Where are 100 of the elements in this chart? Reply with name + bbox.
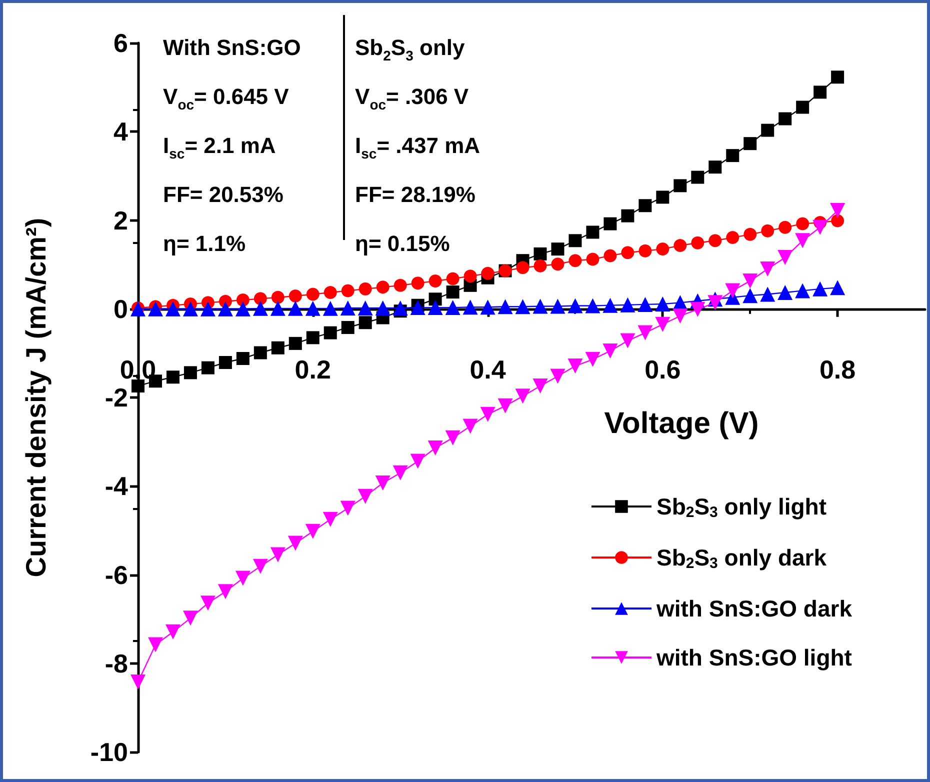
- point: [254, 346, 267, 360]
- point: [761, 224, 774, 238]
- x-tick-label: 0.8: [819, 354, 856, 384]
- point: [392, 465, 408, 480]
- point: [235, 570, 250, 586]
- x-tick-label: 0.6: [644, 354, 681, 384]
- point: [446, 286, 460, 299]
- point: [182, 610, 198, 626]
- y-tick-label: -2: [104, 382, 128, 412]
- point: [778, 284, 793, 300]
- annotation: FF= 28.19%: [355, 182, 476, 208]
- point: [411, 276, 424, 290]
- annotation: η= 1.1%: [163, 231, 246, 257]
- annotation: I$_{sc}$= .437 mA: [355, 133, 480, 162]
- point: [236, 294, 250, 307]
- point: [200, 301, 216, 316]
- annotation: With SnS:GO: [163, 35, 301, 61]
- annotation: V$_{oc}$= .306 V: [355, 84, 469, 112]
- point: [708, 160, 722, 174]
- point: [462, 418, 478, 434]
- point: [130, 674, 146, 690]
- point: [691, 170, 704, 184]
- point: [795, 283, 810, 298]
- legend-label: with SnS:GO light: [655, 644, 852, 670]
- point: [410, 300, 426, 316]
- point: [550, 298, 566, 314]
- y-tick-label: 0: [114, 294, 128, 324]
- y-tick-label: 2: [114, 205, 128, 236]
- point: [462, 300, 478, 315]
- x-axis-title: Voltage (V): [604, 406, 759, 440]
- annotation: I$_{sc}$= 2.1 mA: [163, 133, 276, 162]
- legend-label: with SnS:GO dark: [655, 596, 852, 622]
- point: [532, 298, 548, 314]
- point: [270, 547, 286, 562]
- point: [568, 358, 583, 374]
- point: [778, 250, 793, 265]
- point: [831, 214, 844, 228]
- point: [621, 209, 634, 222]
- point: [322, 300, 338, 316]
- point: [305, 300, 320, 316]
- point: [480, 406, 496, 422]
- point: [744, 137, 757, 150]
- point: [306, 288, 320, 301]
- point: [392, 300, 408, 316]
- point: [148, 637, 163, 652]
- point: [655, 296, 670, 312]
- point: [165, 624, 180, 640]
- point: [376, 280, 390, 294]
- point: [515, 388, 530, 404]
- point: [672, 308, 688, 324]
- point: [568, 254, 582, 268]
- point: [742, 288, 758, 304]
- y-tick-label: -4: [104, 471, 129, 502]
- point: [656, 242, 670, 256]
- point: [445, 300, 460, 316]
- point: [340, 500, 356, 516]
- point: [341, 284, 354, 298]
- point: [324, 326, 337, 340]
- point: [148, 301, 163, 316]
- point: [796, 100, 810, 114]
- point: [445, 430, 460, 446]
- point: [726, 231, 740, 244]
- point: [585, 352, 600, 367]
- point: [585, 298, 600, 314]
- point: [271, 341, 284, 354]
- point: [288, 300, 303, 316]
- point: [604, 249, 617, 262]
- point: [621, 246, 634, 260]
- point: [428, 292, 442, 306]
- point: [534, 247, 547, 260]
- point: [586, 226, 600, 239]
- point: [760, 286, 776, 302]
- y-tick-label: -8: [104, 648, 128, 678]
- point: [812, 281, 828, 296]
- point: [778, 112, 792, 126]
- point: [691, 236, 704, 250]
- point: [602, 343, 618, 358]
- point: [358, 488, 373, 504]
- point: [166, 370, 180, 384]
- point: [830, 203, 846, 218]
- point: [288, 336, 302, 350]
- point: [235, 301, 250, 316]
- point: [708, 295, 723, 310]
- point: [375, 300, 390, 316]
- point: [428, 300, 443, 316]
- point: [674, 239, 687, 252]
- annotation: FF= 20.53%: [163, 182, 284, 208]
- point: [778, 220, 792, 234]
- point: [480, 300, 496, 315]
- point: [305, 524, 320, 539]
- point: [498, 398, 513, 414]
- point: [201, 361, 214, 374]
- point: [428, 440, 443, 456]
- point: [550, 368, 566, 384]
- point: [428, 274, 442, 288]
- point: [568, 234, 582, 248]
- point: [744, 228, 757, 241]
- annotation: V$_{oc}$= 0.645 V: [163, 84, 289, 112]
- y-tick-label: -6: [104, 560, 128, 590]
- point: [218, 301, 233, 316]
